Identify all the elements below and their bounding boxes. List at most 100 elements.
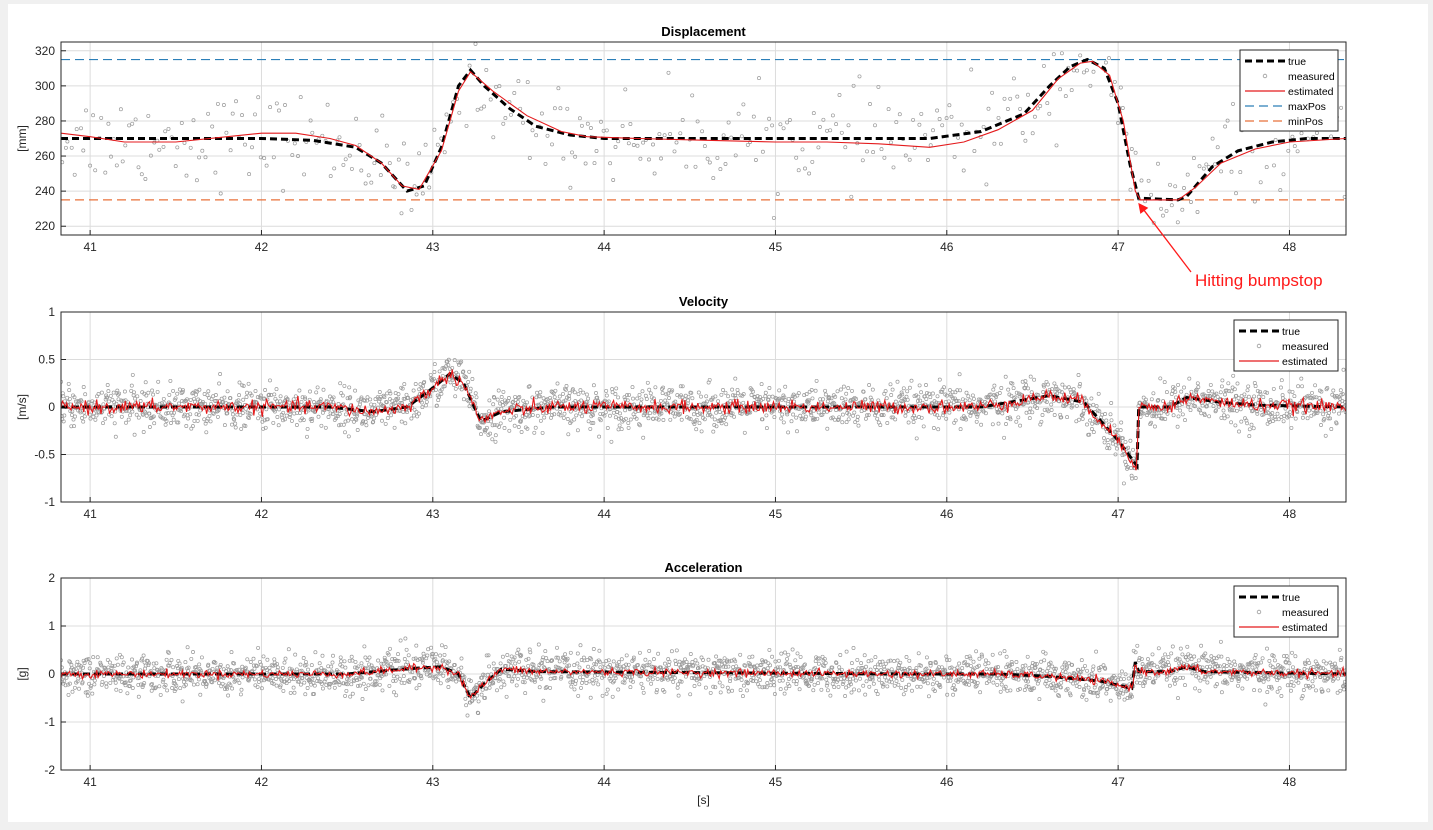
measured-point — [1113, 452, 1118, 457]
measured-point — [570, 150, 574, 155]
measured-point — [725, 658, 730, 663]
measured-point — [879, 147, 884, 152]
measured-point — [156, 674, 160, 679]
measured-point — [1318, 408, 1323, 413]
measured-point — [646, 677, 651, 682]
measured-point — [976, 663, 981, 668]
measured-point — [770, 654, 775, 659]
measured-point — [1062, 662, 1067, 667]
measured-point — [1187, 376, 1192, 381]
measured-point — [647, 648, 652, 653]
measured-point — [158, 414, 163, 419]
measured-point — [378, 173, 383, 178]
measured-point — [490, 437, 495, 442]
measured-point — [372, 161, 377, 166]
measured-point — [406, 653, 411, 658]
measured-point — [828, 128, 833, 133]
measured-point — [1045, 101, 1050, 106]
measured-point — [282, 660, 287, 665]
measured-point — [631, 657, 636, 662]
measured-point — [996, 421, 1001, 426]
measured-point — [141, 653, 146, 658]
measured-point — [255, 395, 260, 400]
measured-point — [1113, 686, 1118, 691]
measured-point — [389, 413, 393, 418]
measured-point — [631, 679, 635, 684]
measured-point — [1339, 105, 1344, 110]
measured-point — [502, 682, 507, 687]
measured-point — [897, 666, 902, 670]
measured-point — [761, 659, 766, 664]
measured-point — [538, 674, 543, 679]
measured-point — [1059, 415, 1064, 420]
measured-point — [106, 121, 111, 126]
measured-point — [115, 662, 120, 667]
measured-point — [1229, 389, 1234, 394]
measured-point — [337, 680, 341, 685]
measured-point — [231, 412, 235, 417]
measured-point — [1169, 203, 1174, 208]
measured-point — [713, 685, 718, 690]
measured-point — [719, 659, 724, 664]
measured-point — [888, 140, 893, 145]
measured-point — [651, 396, 656, 401]
measured-point — [899, 685, 904, 690]
measured-point — [1033, 665, 1038, 670]
measured-point — [230, 686, 235, 691]
measured-point — [831, 400, 836, 405]
measured-point — [204, 682, 209, 687]
measured-point — [491, 681, 496, 686]
measured-point — [61, 394, 66, 399]
measured-point — [446, 357, 451, 362]
measured-point — [789, 419, 794, 424]
measured-point — [956, 135, 961, 140]
measured-point — [762, 667, 767, 672]
measured-point — [244, 395, 249, 399]
measured-point — [1052, 381, 1057, 386]
measured-point — [1052, 413, 1057, 417]
measured-point — [828, 403, 832, 407]
measured-point — [832, 685, 837, 690]
measured-point — [83, 690, 88, 695]
measured-point — [878, 423, 883, 428]
measured-point — [679, 679, 684, 684]
measured-point — [130, 121, 135, 126]
measured-point — [708, 690, 713, 695]
measured-point — [464, 703, 469, 708]
measured-point — [770, 123, 775, 128]
measured-point — [740, 694, 745, 699]
measured-point — [305, 426, 310, 431]
measured-point — [814, 378, 819, 383]
measured-point — [487, 685, 492, 690]
measured-point — [613, 673, 618, 678]
measured-point — [570, 680, 575, 684]
measured-point — [475, 710, 480, 715]
measured-point — [368, 397, 373, 402]
measured-point — [264, 407, 269, 412]
measured-point — [1188, 408, 1193, 413]
measured-point — [476, 699, 481, 704]
measured-point — [402, 657, 407, 661]
measured-point — [99, 115, 104, 120]
measured-point — [550, 413, 555, 417]
measured-point — [757, 678, 762, 683]
measured-point — [198, 668, 203, 673]
measured-point — [1146, 178, 1151, 183]
measured-point — [365, 658, 370, 663]
measured-point — [619, 657, 624, 662]
measured-point — [462, 674, 467, 679]
y-tick-label: 240 — [35, 184, 55, 198]
measured-point — [1081, 408, 1086, 413]
measured-point — [146, 663, 151, 668]
x-tick-label: 45 — [769, 507, 783, 521]
measured-point — [387, 161, 392, 166]
measured-point — [510, 677, 515, 682]
measured-point — [929, 661, 934, 666]
measured-point — [380, 113, 385, 118]
measured-point — [484, 68, 489, 72]
measured-point — [886, 107, 891, 112]
measured-point — [907, 658, 912, 663]
measured-point — [237, 680, 242, 685]
measured-point — [673, 411, 678, 416]
measured-point — [328, 394, 332, 399]
